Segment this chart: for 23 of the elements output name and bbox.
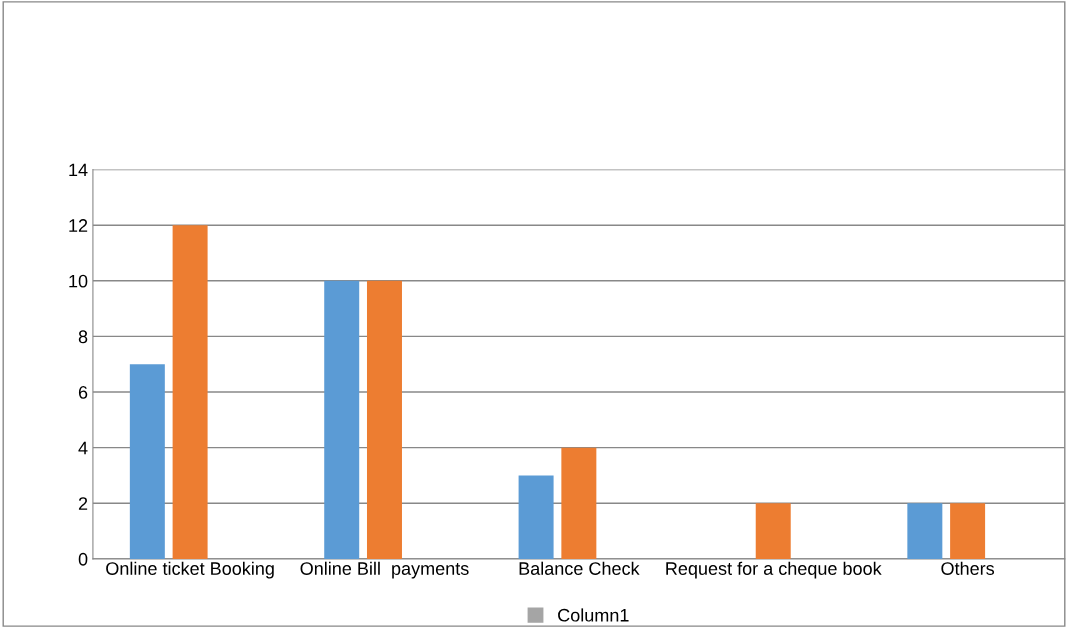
bar xyxy=(366,280,402,559)
bar xyxy=(172,225,208,559)
y-tick-label: 6 xyxy=(78,385,88,399)
bar xyxy=(324,280,360,559)
y-tick-label: 0 xyxy=(78,552,88,566)
bar xyxy=(129,364,165,559)
bar xyxy=(561,447,597,559)
y-tick-label: 12 xyxy=(69,219,88,232)
y-tick-label: 2 xyxy=(78,497,88,510)
y-tick-label: 4 xyxy=(78,441,88,455)
legend-label: Column1 xyxy=(558,608,629,622)
bar xyxy=(518,475,554,559)
y-tick-label: 8 xyxy=(78,330,88,344)
bar xyxy=(950,503,986,559)
y-tick-label: 10 xyxy=(69,274,88,288)
x-tick-label: Balance Check xyxy=(519,561,640,575)
x-tick-label: Online Bill payments xyxy=(300,561,469,579)
x-tick-label: Online ticket Booking xyxy=(106,561,274,579)
x-tick-label: Request for a cheque book xyxy=(666,561,882,579)
bar xyxy=(755,503,791,559)
bar xyxy=(907,503,943,559)
y-tick-label: 14 xyxy=(69,163,88,177)
x-tick-label: Others xyxy=(941,561,995,575)
